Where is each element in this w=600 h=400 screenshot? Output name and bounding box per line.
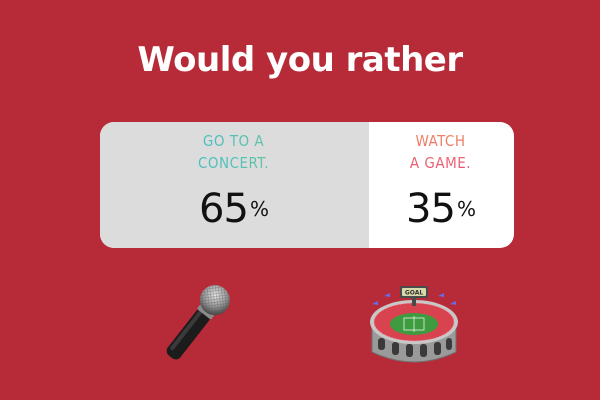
percent-symbol: %: [456, 197, 476, 221]
percent-value: 65: [199, 186, 249, 232]
poll-option-label: GO TO A CONCERT.: [100, 130, 367, 174]
stadium-icon: GOAL: [370, 286, 458, 363]
poll-option-percent: 65%: [100, 186, 367, 232]
poll-option-label: WATCH A GAME.: [367, 130, 514, 174]
poll-card: GO TO A CONCERT. 65% WATCH A GAME. 35%: [100, 122, 514, 248]
poll-option-concert[interactable]: GO TO A CONCERT. 65%: [100, 122, 367, 248]
microphone-icon: [166, 285, 230, 360]
poll-option-percent: 35%: [367, 186, 514, 232]
svg-text:GOAL: GOAL: [405, 290, 424, 297]
poll-result-fill: [100, 122, 370, 248]
poll-option-game[interactable]: WATCH A GAME. 35%: [367, 122, 514, 248]
poll-question-title: Would you rather: [137, 40, 463, 80]
percent-symbol: %: [249, 197, 269, 221]
percent-value: 35: [406, 186, 456, 232]
